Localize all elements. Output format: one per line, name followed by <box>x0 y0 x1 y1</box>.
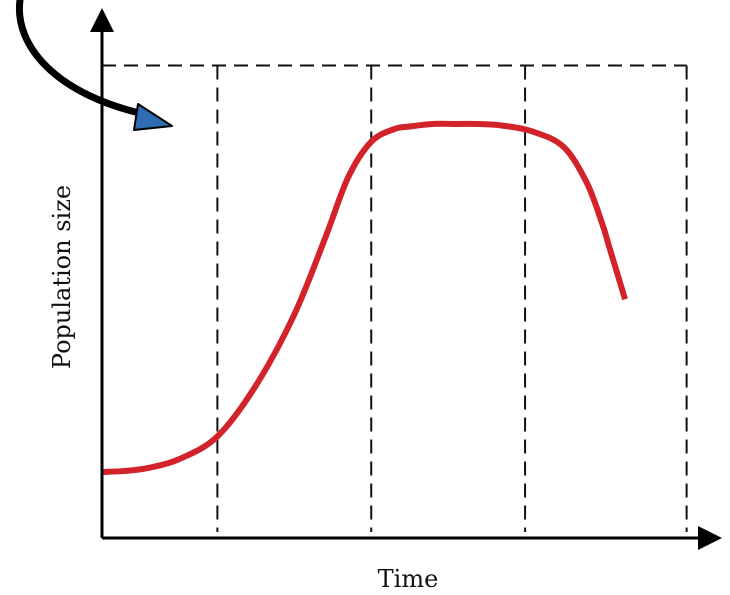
y-axis-label: Population size <box>48 185 76 369</box>
x-axis-label: Time <box>378 565 439 593</box>
pointer-arrow-shaft <box>15 0 152 119</box>
population-curve <box>101 120 628 475</box>
pointer-arrow <box>15 0 173 131</box>
series-layer <box>101 120 628 475</box>
reference-lines <box>102 64 688 532</box>
pointer-arrow-head <box>133 103 173 131</box>
